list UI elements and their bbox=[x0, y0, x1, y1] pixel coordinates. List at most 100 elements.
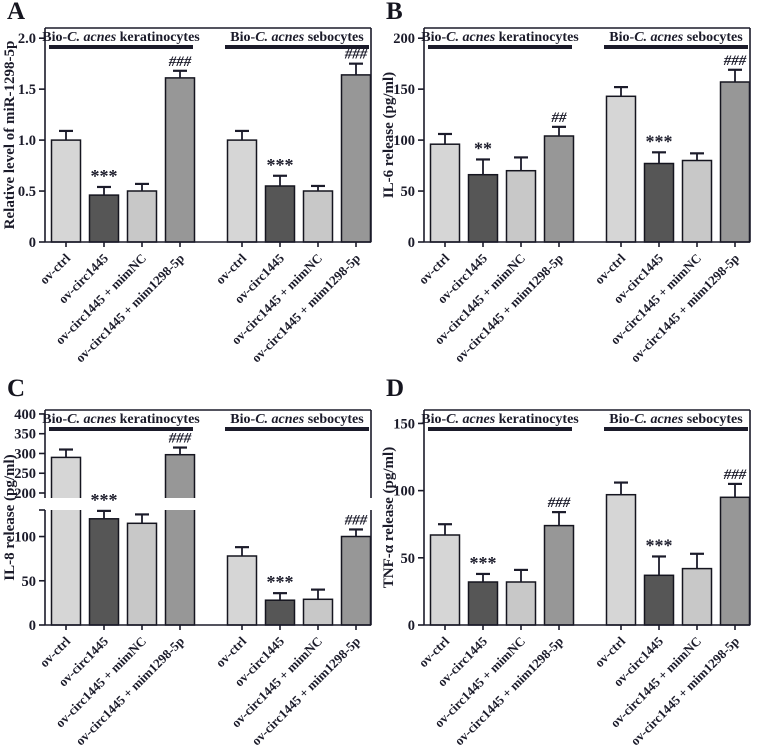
group-header: Bio-C. acnes sebocytes bbox=[230, 412, 364, 427]
x-tick-label: ov-ctrl bbox=[591, 250, 628, 287]
panel-D: D 0 50 100 150 TNF-α release (pg/ml) ov-ctrl o… bbox=[379, 375, 758, 754]
y-axis-title: IL-8 release (pg/ml) bbox=[2, 454, 18, 580]
y-tick-label: 250 bbox=[14, 466, 36, 482]
bar-ov-circ1445-mim1298-5p bbox=[543, 524, 575, 626]
y-axis-title: TNF-α release (pg/ml) bbox=[381, 447, 397, 588]
error-bar bbox=[349, 528, 363, 537]
significance-label: *** bbox=[267, 155, 294, 175]
error-bar bbox=[476, 572, 490, 582]
significance-label: ## bbox=[551, 110, 568, 126]
significance-label: *** bbox=[646, 131, 673, 151]
significance-label: ** bbox=[474, 138, 492, 158]
y-tick-label: 200 bbox=[14, 486, 36, 502]
y-tick-label: 350 bbox=[14, 427, 36, 443]
significance-label: *** bbox=[91, 166, 118, 186]
y-axis-ticks: 0 50 100 150 200 bbox=[393, 31, 424, 251]
group-header: Bio-C. acnes sebocytes bbox=[609, 412, 743, 427]
bar-ov-circ1445-mimnc bbox=[681, 567, 713, 626]
error-bar bbox=[438, 132, 452, 145]
x-tick-label: ov-ctrl bbox=[591, 633, 628, 670]
error-bar bbox=[173, 446, 187, 455]
error-bar bbox=[59, 448, 73, 458]
error-bar bbox=[349, 62, 363, 75]
y-tick-label: 50 bbox=[22, 574, 37, 590]
error-bar bbox=[235, 546, 249, 556]
error-bar bbox=[552, 511, 566, 526]
error-bar bbox=[652, 151, 666, 164]
bar-ov-circ1445-mim1298-5p bbox=[543, 135, 575, 243]
bar-ov-ctrl bbox=[429, 534, 461, 626]
bar-ov-circ1445-mimnc bbox=[505, 581, 537, 626]
bar-ov-ctrl bbox=[226, 555, 258, 626]
error-bar bbox=[273, 174, 287, 186]
bar-ov-circ1445 bbox=[643, 574, 675, 626]
bar-ov-circ1445 bbox=[88, 518, 120, 626]
chart-il6-release: 0 50 100 150 200 IL-6 release (pg/ml) ov-ctrl o… bbox=[381, 27, 751, 365]
bar-ov-circ1445-mimnc bbox=[302, 598, 334, 626]
panel-A: A 0 0.5 1.0 1.5 2.0 Relative level of miR-129… bbox=[0, 0, 379, 377]
bar-ov-circ1445 bbox=[643, 162, 675, 243]
error-bar bbox=[728, 482, 742, 498]
error-bar bbox=[173, 69, 187, 78]
significance-label: ### bbox=[168, 54, 192, 70]
y-tick-label: 50 bbox=[401, 184, 416, 200]
y-axis-ticks: 0 50 100 150 bbox=[393, 416, 424, 634]
group-header: Bio-C. acnes keratinocytes bbox=[421, 412, 579, 427]
y-tick-label: 100 bbox=[14, 530, 36, 546]
panel-C-letter: C bbox=[7, 375, 26, 402]
bar-ov-circ1445-mimnc bbox=[126, 190, 158, 243]
y-tick-label: 0 bbox=[408, 235, 415, 251]
bar-ov-circ1445-mimnc bbox=[681, 159, 713, 243]
x-tick-label: ov-ctrl bbox=[36, 633, 73, 670]
error-bar bbox=[135, 182, 149, 192]
error-bar bbox=[690, 152, 704, 161]
error-bar bbox=[97, 509, 111, 519]
y-tick-label: 300 bbox=[14, 446, 36, 462]
bar-ov-ctrl bbox=[226, 139, 258, 243]
significance-label: *** bbox=[470, 553, 497, 573]
panel-B-letter: B bbox=[386, 0, 403, 25]
significance-label: *** bbox=[91, 490, 118, 510]
bar-ov-ctrl bbox=[605, 95, 637, 243]
x-tick-label: ov-ctrl bbox=[212, 250, 249, 287]
y-tick-label: 0.5 bbox=[18, 184, 36, 200]
error-bar bbox=[311, 184, 325, 192]
y-tick-label: 400 bbox=[14, 407, 36, 423]
error-bar bbox=[690, 552, 704, 569]
bar-ov-circ1445-mim1298-5p bbox=[164, 77, 196, 243]
bar-ov-circ1445-mim1298-5p bbox=[164, 453, 196, 626]
error-bar bbox=[614, 481, 628, 495]
significance-label: ### bbox=[723, 53, 747, 69]
significance-label: *** bbox=[267, 572, 294, 592]
error-bar bbox=[311, 588, 325, 600]
error-bar bbox=[514, 568, 528, 582]
significance-label: ### bbox=[344, 512, 368, 528]
bar-ov-circ1445 bbox=[467, 173, 499, 243]
panel-D-letter: D bbox=[386, 375, 405, 402]
error-bar bbox=[273, 592, 287, 601]
bar-ov-ctrl bbox=[50, 139, 82, 243]
x-tick-label: ov-ctrl bbox=[415, 250, 452, 287]
y-axis-title: Relative level of miR-1298-5p bbox=[2, 41, 18, 230]
error-bar bbox=[614, 86, 628, 97]
error-bar bbox=[59, 129, 73, 141]
y-tick-label: 100 bbox=[393, 133, 415, 149]
bar-ov-ctrl bbox=[50, 456, 82, 626]
y-axis-title: IL-6 release (pg/ml) bbox=[381, 72, 397, 198]
bar-ov-circ1445 bbox=[88, 194, 120, 243]
x-tick-label: ov-ctrl bbox=[415, 633, 452, 670]
panel-C: C 200 250 300 350 400 0 50 100 IL-8 release (pg/… bbox=[0, 375, 379, 754]
y-tick-label: 50 bbox=[401, 551, 416, 567]
group-header: Bio-C. acnes keratinocytes bbox=[42, 30, 200, 45]
plot-box bbox=[423, 409, 751, 626]
error-bar bbox=[728, 68, 742, 83]
y-tick-label: 0 bbox=[29, 618, 36, 634]
y-tick-label: 1.5 bbox=[18, 82, 36, 98]
bar-ov-circ1445-mim1298-5p bbox=[719, 496, 751, 626]
y-tick-label: 100 bbox=[393, 484, 415, 500]
bar-ov-circ1445-mim1298-5p bbox=[719, 81, 751, 243]
bar-ov-circ1445 bbox=[264, 185, 296, 243]
